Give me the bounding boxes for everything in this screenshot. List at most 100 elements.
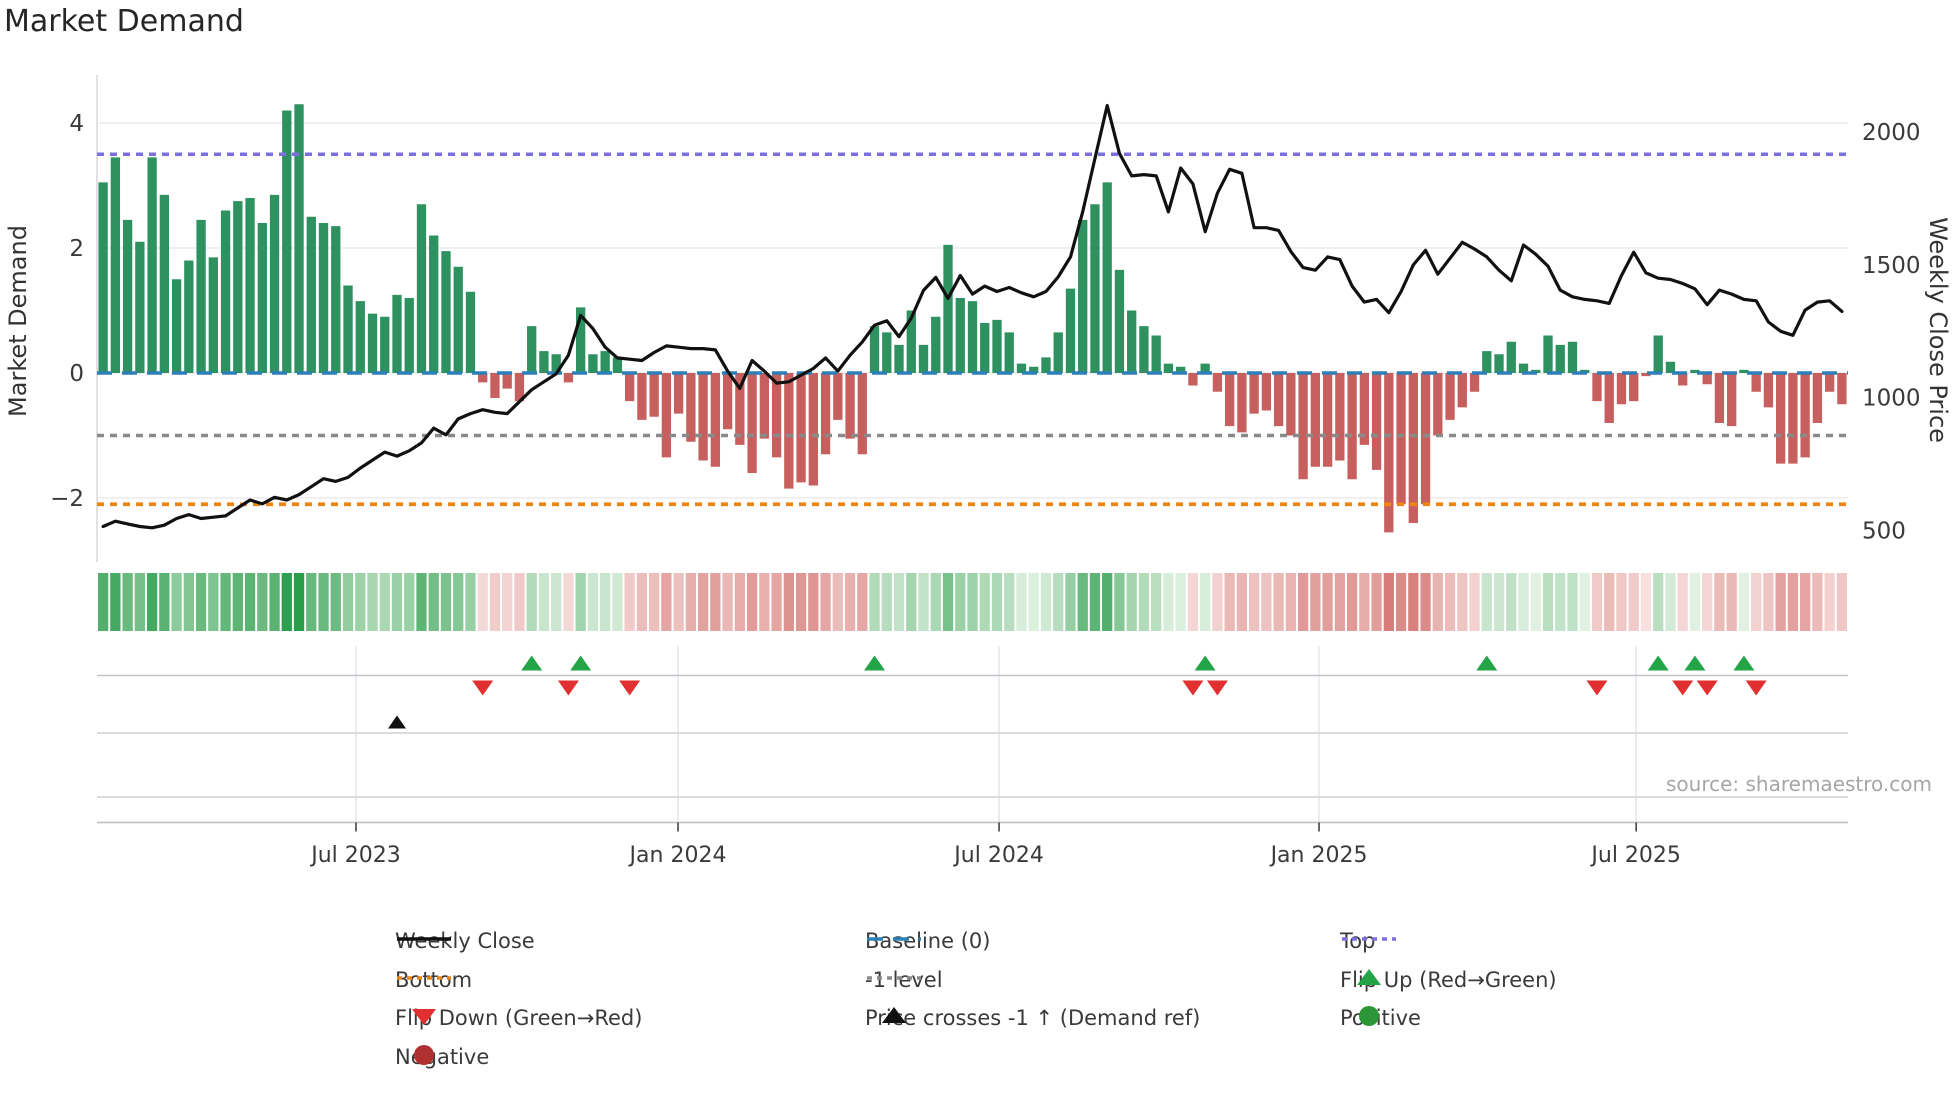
heat-cell: [416, 573, 427, 631]
demand-bar: [233, 201, 243, 373]
heat-cell: [134, 573, 145, 631]
heat-cell: [440, 573, 452, 631]
heat-cell: [1579, 573, 1590, 631]
demand-bar: [894, 344, 904, 373]
heat-cell: [1322, 573, 1333, 631]
y-right-tick-label: 1000: [1862, 386, 1921, 412]
heat-cell: [881, 573, 892, 631]
heat-cell: [404, 573, 415, 631]
heat-cell: [551, 573, 562, 631]
demand-bar: [710, 373, 721, 467]
heat-cell: [355, 573, 366, 631]
demand-bar: [122, 219, 133, 373]
demand-bar: [747, 373, 757, 473]
heat-cell: [146, 573, 158, 631]
demand-bar: [1249, 373, 1259, 414]
heat-cell: [1261, 573, 1272, 631]
demand-bar: [257, 223, 267, 373]
demand-bar: [1335, 373, 1345, 461]
heat-cell: [1224, 573, 1235, 631]
demand-bar: [527, 326, 537, 373]
demand-bar: [943, 244, 953, 373]
demand-bar: [1310, 373, 1321, 467]
demand-bar: [1457, 373, 1467, 408]
demand-bar: [1604, 373, 1614, 423]
heat-cell: [1138, 573, 1150, 631]
demand-bar: [416, 204, 427, 373]
heat-cell: [1040, 573, 1052, 631]
heat-cell: [1432, 573, 1443, 631]
demand-bar: [1176, 366, 1186, 373]
demand-bar: [1090, 204, 1100, 373]
demand-bar: [1714, 373, 1725, 423]
demand-bar: [1016, 363, 1027, 373]
flip-down-marker: [619, 680, 641, 696]
heat-cell: [930, 573, 941, 631]
demand-bar: [906, 310, 916, 373]
heat-cell: [1346, 573, 1358, 631]
demand-bar: [563, 373, 574, 383]
demand-bar: [1567, 341, 1578, 373]
heat-cell: [1420, 573, 1431, 631]
heat-cell: [1028, 573, 1039, 631]
heat-cell: [110, 573, 121, 631]
heat-cell: [477, 573, 488, 631]
source-note: source: sharemaestro.com: [1666, 772, 1932, 796]
demand-bar: [1751, 373, 1761, 392]
heat-cell: [1702, 573, 1713, 631]
demand-bar: [171, 279, 182, 373]
flip-up-marker: [1647, 655, 1669, 671]
heat-cell: [1493, 573, 1505, 631]
demand-bar: [931, 316, 941, 373]
demand-bar: [453, 266, 463, 373]
demand-bar: [600, 351, 610, 373]
heat-cell: [1077, 573, 1088, 631]
flip-down-marker: [1586, 680, 1608, 696]
demand-bar: [1102, 182, 1112, 373]
demand-bar: [478, 373, 488, 383]
demand-bar: [649, 373, 659, 417]
heat-cell: [1714, 573, 1725, 631]
heat-cell: [820, 573, 831, 631]
demand-bar: [1800, 373, 1810, 458]
demand-bar: [1727, 373, 1737, 427]
heat-cell: [428, 573, 439, 631]
heat-cell: [1665, 573, 1676, 631]
heat-cell: [587, 573, 599, 631]
demand-bar: [1139, 326, 1149, 373]
heat-cell: [771, 573, 782, 631]
demand-bar: [612, 357, 623, 373]
heat-cell: [697, 573, 709, 631]
demand-bar: [1078, 219, 1088, 373]
heat-cell: [318, 573, 329, 631]
demand-bar: [1506, 341, 1516, 373]
heat-cell: [1591, 573, 1603, 631]
heat-cell: [502, 573, 513, 631]
demand-bar: [1433, 373, 1443, 436]
heat-cell: [526, 573, 537, 631]
demand-bar: [1298, 373, 1308, 480]
demand-bar: [551, 354, 561, 373]
heat-cell: [1444, 573, 1456, 631]
heat-cell: [1004, 573, 1015, 631]
demand-bar: [1776, 373, 1786, 464]
heat-cell: [1359, 573, 1370, 631]
demand-bar: [318, 223, 329, 373]
heat-cell: [1163, 573, 1174, 631]
y-left-tick-label: −2: [50, 486, 84, 512]
heat-cell: [710, 573, 721, 631]
heat-cell: [1200, 573, 1211, 631]
demand-bar: [1322, 373, 1333, 467]
demand-bar: [637, 373, 647, 420]
demand-bar: [490, 373, 500, 398]
heat-cell: [746, 573, 758, 631]
demand-bar: [992, 319, 1002, 373]
demand-bar: [294, 104, 304, 373]
heat-cell: [734, 573, 745, 631]
demand-bar: [673, 373, 684, 414]
demand-bar: [380, 316, 390, 373]
demand-bar: [1371, 373, 1382, 470]
demand-bar: [220, 210, 231, 373]
demand-bar: [686, 373, 696, 442]
